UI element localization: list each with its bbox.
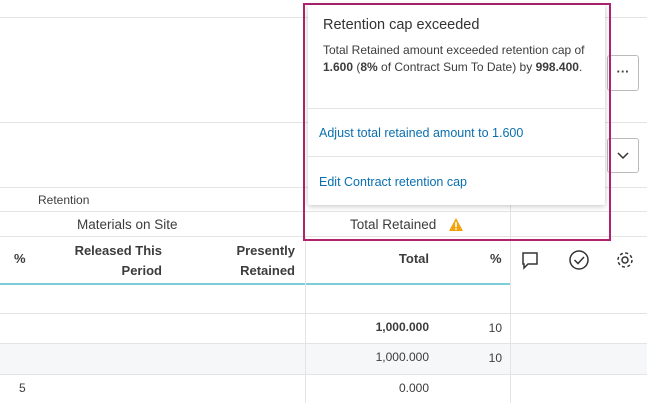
column-header: % [490, 251, 502, 266]
more-button[interactable]: ··· [607, 55, 639, 91]
divider [308, 156, 605, 157]
text: Total Retained amount exceeded retention… [323, 43, 585, 57]
settings-icon[interactable] [615, 250, 635, 270]
column-header: Presently Retained [236, 243, 295, 278]
divider [305, 236, 306, 403]
divider [510, 187, 511, 403]
subgroup-header: Materials on Site [77, 217, 178, 232]
text: 998.400 [535, 60, 579, 74]
comment-icon[interactable] [520, 250, 540, 270]
text: 8% [360, 60, 378, 74]
text: . [578, 60, 583, 74]
cell: 5 [19, 381, 26, 395]
divider [0, 236, 647, 237]
popup-title: Retention cap exceeded [323, 17, 480, 33]
divider [0, 211, 647, 212]
column-header: Total [398, 251, 429, 266]
check-icon[interactable] [568, 249, 590, 271]
subgroup-header: Total Retained [350, 217, 437, 232]
popup-message: Total Retained amount exceeded retention… [323, 42, 595, 76]
column-header: Released This Period [74, 243, 162, 278]
text: of Contract Sum To Date) by [377, 60, 536, 74]
action-link[interactable]: Edit Contract retention cap [319, 175, 467, 189]
cell: 10 [488, 321, 502, 335]
dropdown[interactable] [607, 138, 639, 173]
text: ( [353, 60, 361, 74]
popup-highlight [303, 3, 611, 241]
cell: 1,000.000 [375, 350, 429, 364]
text: 1.600 [323, 60, 354, 74]
popup: Retention cap exceeded Total Retained am… [308, 5, 605, 205]
row-highlight [0, 343, 647, 375]
cell: 0.000 [398, 381, 429, 395]
action-link[interactable]: Adjust total retained amount to 1.600 [319, 126, 524, 140]
column-header: % [14, 251, 26, 266]
chevron-icon [617, 152, 629, 160]
divider [308, 108, 605, 109]
cell: 10 [488, 351, 502, 365]
divider [0, 313, 647, 314]
cell: 1,000.000 [375, 320, 429, 334]
header-underline [0, 283, 510, 285]
group-header: Retention [38, 193, 90, 207]
warning-icon [449, 218, 463, 231]
